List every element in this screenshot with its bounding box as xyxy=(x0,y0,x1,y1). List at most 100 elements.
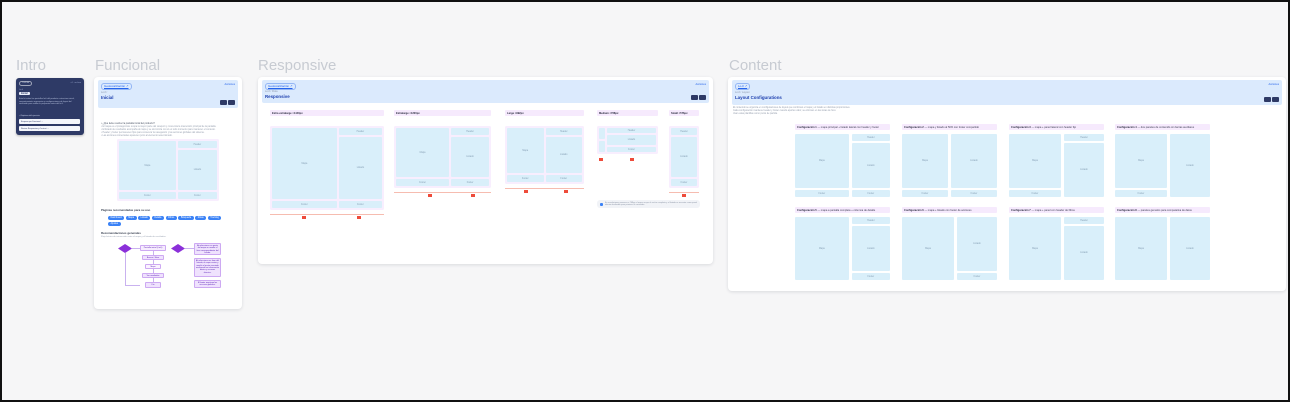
wireframe-xl: Mapa Footer Header Listado Footer xyxy=(394,126,491,188)
funcional-bullet-list: • ¿Qué debe resolver la pantalla inicial… xyxy=(101,123,235,138)
flow-connector xyxy=(125,253,126,285)
content-actions-label[interactable]: Acciones xyxy=(1268,83,1279,86)
wireframe-header-strip: Header xyxy=(851,134,890,141)
config-desc: — mapa + panel con header de filtros xyxy=(1030,208,1075,212)
content-nav-buttons xyxy=(1264,96,1279,102)
intro-card[interactable]: Lo-fi kit v1 · archivo Lo-fi Inicial Est… xyxy=(16,78,84,135)
page-tag[interactable]: Dashboard xyxy=(108,216,125,220)
section-title-responsive[interactable]: Responsive xyxy=(258,57,337,74)
flow-step-box: Mapa xyxy=(145,264,161,269)
config-label-6: Configuración 6 — mapa + listado con foo… xyxy=(902,207,997,213)
flow-note-box: Al seleccionar un punto del mapa se resa… xyxy=(194,243,221,255)
decision-diamond-detail xyxy=(171,244,185,253)
intro-link-button-1[interactable]: Empezar por Funcional → xyxy=(19,119,80,124)
wireframe-header-strip: Header xyxy=(1064,217,1104,224)
config-wireframe-1: Mapa Footer Header Listado Footer xyxy=(795,134,890,197)
funcional-header-link[interactable]: Geolocalización ↗ xyxy=(101,82,132,90)
breakpoint-label-text: Extralarge <1200px xyxy=(396,111,420,115)
wireframe-footer-strip: Footer xyxy=(957,273,997,280)
wireframe-list-box: Listado xyxy=(671,137,697,177)
flow-connector xyxy=(152,251,154,255)
responsive-nav-buttons xyxy=(691,94,706,100)
breakpoint-label-xl: Extralarge <1200px xyxy=(394,110,491,116)
bullet-item: • El mapa es el protagonista: ocupa la m… xyxy=(101,125,217,128)
content-header: Lo-fi ↗ Acciones Lo-fi / Layout Layout C… xyxy=(732,80,1282,105)
prev-button[interactable] xyxy=(691,94,698,100)
funcional-header: Geolocalización ↗ Acciones Lo-fi / Inici… xyxy=(98,80,238,108)
wireframe-map-box: Mapa xyxy=(507,128,544,173)
breakpoint-label-text: Small <576px xyxy=(671,111,688,115)
config-wireframe-4: Mapa Footer Listado xyxy=(1115,134,1210,197)
breakpoint-label-sm: Small <576px xyxy=(669,110,699,116)
content-breadcrumb: Lo-fi / Layout xyxy=(735,91,750,94)
breakpoint-label-text: Medium <768px xyxy=(599,111,619,115)
page-tag[interactable]: Ajustes xyxy=(108,221,121,226)
content-page-title: Layout Configurations xyxy=(735,94,782,100)
responsive-note-text: En resoluciones menores a 768px el mapa … xyxy=(605,201,698,207)
wireframe-footer-strip: Footer xyxy=(851,190,890,197)
flow-step-box-end: Fin xyxy=(145,282,161,288)
funcional-actions-label[interactable]: Acciones xyxy=(224,83,235,86)
config-name: Configuración 7 xyxy=(1011,208,1031,212)
config-name: Configuración 4 xyxy=(1117,125,1137,129)
intro-body-text: Este kit reúne las pantallas lo-fi del p… xyxy=(19,98,75,106)
recommendations-heading: Recomendaciones generales xyxy=(101,231,141,235)
wireframe-map-box: Mapa xyxy=(119,141,176,190)
breakpoint-ruler xyxy=(505,188,584,189)
responsive-actions-label[interactable]: Acciones xyxy=(695,83,706,86)
wireframe-list-box: Listado xyxy=(957,217,997,271)
breakpoint-label-text: Large <992px xyxy=(507,111,524,115)
page-tag[interactable]: Búsqueda xyxy=(178,216,194,220)
wireframe-header-strip: Header xyxy=(451,128,489,135)
page-tag[interactable]: Filtros xyxy=(165,216,177,220)
content-intro-text: El contenido se organiza en configuracio… xyxy=(733,107,1083,116)
flow-connector xyxy=(152,260,154,264)
breakpoint-marker xyxy=(682,194,686,197)
funcional-frame: Geolocalización ↗ Acciones Lo-fi / Inici… xyxy=(94,77,242,309)
responsive-page-title: Responsive xyxy=(265,93,290,99)
responsive-header-link[interactable]: Geolocalización ↗ xyxy=(265,82,296,90)
page-tag[interactable]: Mapa xyxy=(125,216,137,220)
page-tag[interactable]: Detalle xyxy=(151,216,165,220)
config-wireframe-6: Mapa Listado Footer xyxy=(902,217,997,280)
content-header-link[interactable]: Lo-fi ↗ xyxy=(735,82,751,90)
next-button[interactable] xyxy=(228,99,235,105)
intro-line: El contenido se organiza en configuracio… xyxy=(733,107,851,109)
config-wireframe-3: Mapa Footer Header Listado xyxy=(1009,134,1104,197)
breakpoint-marker xyxy=(357,216,361,219)
breakpoint-label-xxl: Extra extralarge >1440px xyxy=(270,110,384,116)
intro-brand-pill: Lo-fi kit xyxy=(19,80,33,86)
next-button[interactable] xyxy=(1272,96,1279,102)
page-tag[interactable]: Tracking xyxy=(207,216,222,220)
prev-button[interactable] xyxy=(220,99,227,105)
recommendations-subtext: Flujo básico de interacción entre el map… xyxy=(101,235,167,238)
breakpoint-marker xyxy=(564,190,568,193)
wireframe-map-box: Mapa xyxy=(1115,134,1167,188)
breakpoint-marker xyxy=(302,216,306,219)
flow-connector xyxy=(185,248,194,249)
flow-note-box: Al seleccionar un ítem del listado, el m… xyxy=(194,258,221,277)
wireframe-list-box: Listado xyxy=(1170,134,1210,197)
config-desc: — mapa + panel lateral con header fijo xyxy=(1030,125,1077,129)
wireframe-list-box: Listado xyxy=(1064,226,1104,280)
info-icon xyxy=(599,202,603,206)
wireframe-xxl: Mapa Footer Header Listado Footer xyxy=(270,126,384,210)
section-title-funcional[interactable]: Funcional xyxy=(95,57,161,74)
responsive-header: Geolocalización ↗ Acciones Lo-fi / Flota… xyxy=(262,80,709,103)
section-title-content[interactable]: Content xyxy=(729,57,782,74)
section-title-intro[interactable]: Intro xyxy=(16,57,47,74)
wireframe-map-box: Mapa xyxy=(795,134,849,188)
wireframe-header-strip: Header xyxy=(545,128,582,135)
page-tag[interactable]: Rutas xyxy=(195,216,207,220)
wireframe-footer-strip: Footer xyxy=(851,273,890,280)
prev-button[interactable] xyxy=(1264,96,1271,102)
next-button[interactable] xyxy=(699,94,706,100)
page-tag[interactable]: Listado xyxy=(138,216,151,220)
funcional-breadcrumb: Lo-fi / xyxy=(101,91,108,94)
breakpoint-marker xyxy=(630,158,634,161)
config-label-3: Configuración 3 — mapa + panel lateral c… xyxy=(1009,124,1104,130)
wireframe-lg: Mapa Footer Header Listado Footer xyxy=(505,126,584,184)
config-name: Configuración 3 xyxy=(1011,125,1031,129)
intro-link-button-2[interactable]: Revisar Responsive y Content → xyxy=(19,126,80,131)
